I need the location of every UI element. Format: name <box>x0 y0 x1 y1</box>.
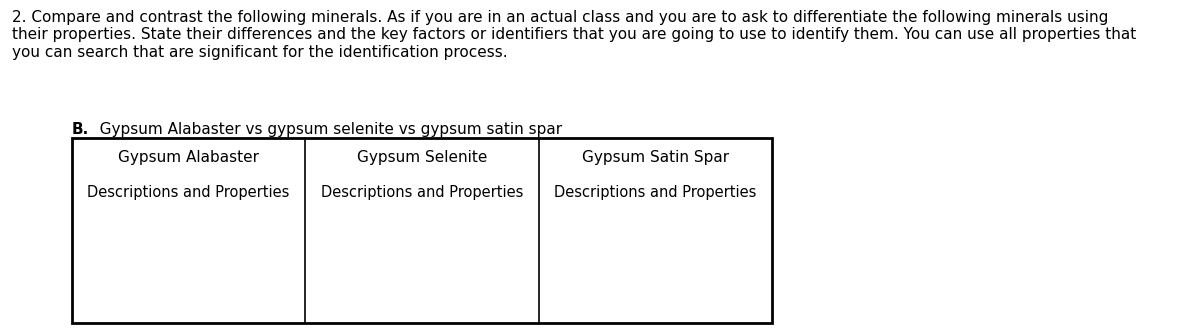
Text: their properties. State their differences and the key factors or identifiers tha: their properties. State their difference… <box>12 28 1136 42</box>
Text: Gypsum Alabaster vs gypsum selenite vs gypsum satin spar: Gypsum Alabaster vs gypsum selenite vs g… <box>85 122 562 137</box>
Text: B.: B. <box>72 122 89 137</box>
Text: Descriptions and Properties: Descriptions and Properties <box>554 185 756 200</box>
Text: 2. Compare and contrast the following minerals. As if you are in an actual class: 2. Compare and contrast the following mi… <box>12 10 1109 25</box>
Text: Gypsum Alabaster: Gypsum Alabaster <box>118 150 259 165</box>
Text: Gypsum Satin Spar: Gypsum Satin Spar <box>582 150 728 165</box>
Text: you can search that are significant for the identification process.: you can search that are significant for … <box>12 45 508 60</box>
Text: Descriptions and Properties: Descriptions and Properties <box>88 185 290 200</box>
Text: Gypsum Selenite: Gypsum Selenite <box>356 150 487 165</box>
Bar <box>72 138 772 323</box>
Text: Descriptions and Properties: Descriptions and Properties <box>320 185 523 200</box>
